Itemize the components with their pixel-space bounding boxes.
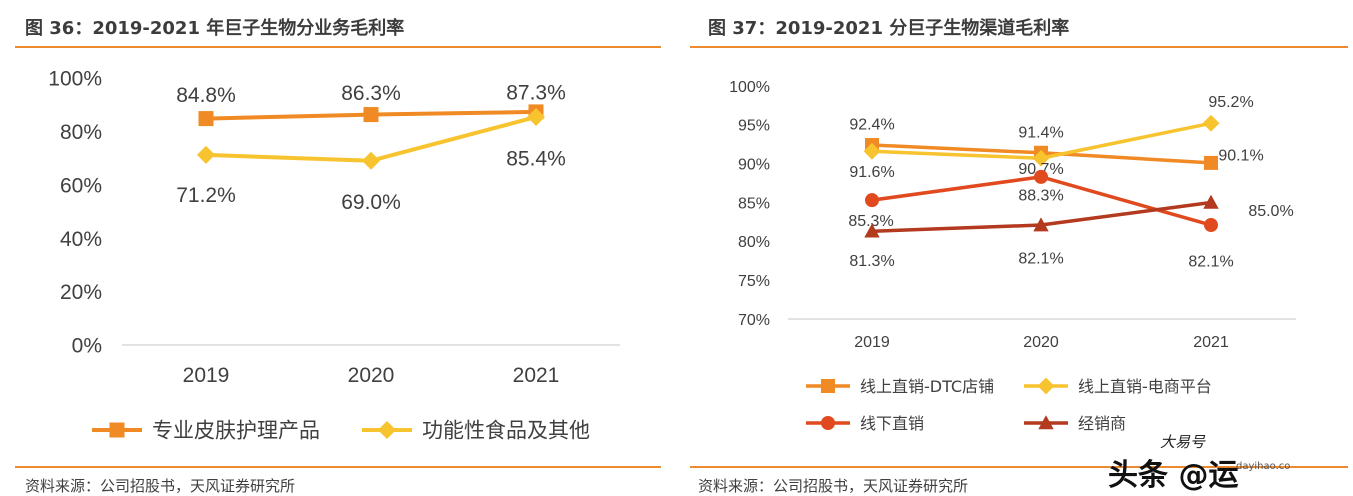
data-label: 84.8% [176, 84, 236, 107]
data-label: 69.0% [341, 191, 401, 214]
data-label: 71.2% [176, 184, 236, 207]
data-label: 85.3% [848, 213, 893, 230]
x-tick-label: 2021 [1193, 334, 1229, 351]
source-rule [15, 466, 661, 468]
y-tick-label: 20% [60, 281, 102, 304]
data-label: 95.2% [1208, 94, 1253, 111]
watermark-url: dayihao.co [1236, 461, 1291, 472]
y-tick-label: 80% [60, 121, 102, 144]
y-tick-label: 100% [729, 79, 770, 96]
data-label: 90.1% [1218, 147, 1263, 164]
x-tick-label: 2019 [183, 364, 230, 387]
data-label: 85.0% [1248, 203, 1293, 220]
y-tick-label: 85% [738, 195, 770, 212]
data-point-1-2 [1202, 114, 1220, 132]
data-label: 86.3% [341, 82, 401, 105]
figure-title: 图 36：2019-2021 年巨子生物分业务毛利率 [25, 18, 405, 39]
data-label: 82.1% [1018, 251, 1063, 268]
source-rule [690, 466, 1348, 468]
x-tick-label: 2019 [854, 334, 890, 351]
x-tick-label: 2020 [348, 364, 395, 387]
title-rule [15, 46, 661, 48]
y-tick-label: 70% [738, 312, 770, 329]
data-point-0-0 [198, 111, 214, 127]
y-tick-label: 60% [60, 174, 102, 197]
watermark-text: 头条 @运 [1108, 458, 1239, 493]
data-label: 91.4% [1018, 124, 1063, 141]
legend-marker [1038, 415, 1054, 430]
legend-label: 功能性食品及其他 [422, 419, 590, 443]
y-tick-label: 0% [72, 335, 102, 358]
figure-title: 图 37：2019-2021 分巨子生物渠道毛利率 [708, 18, 1070, 39]
x-tick-label: 2020 [1023, 334, 1059, 351]
legend-marker [821, 416, 835, 430]
watermark-overlay: 大易号 [1160, 433, 1206, 451]
data-label: 90.7% [1018, 161, 1063, 178]
y-tick-label: 75% [738, 273, 770, 290]
y-tick-label: 80% [738, 234, 770, 251]
legend-marker [109, 422, 125, 438]
chart-panel-gross-margin-by-channel: 图 37：2019-2021 分巨子生物渠道毛利率 资料来源：公司招股书，天风证… [690, 0, 1353, 496]
data-point-3-1 [1033, 217, 1049, 232]
chart-panel-gross-margin-by-business: 图 36：2019-2021 年巨子生物分业务毛利率 资料来源：公司招股书，天风… [0, 0, 664, 496]
data-point-1-0 [863, 142, 881, 160]
y-tick-label: 95% [738, 118, 770, 135]
y-tick-label: 100% [48, 68, 102, 91]
data-label: 88.3% [1018, 187, 1063, 204]
data-point-2-2 [1204, 218, 1218, 233]
legend-label: 线上直销-DTC店铺 [860, 377, 994, 396]
data-point-1-1 [1032, 149, 1050, 167]
source-note: 资料来源：公司招股书，天风证券研究所 [698, 477, 969, 495]
x-tick-label: 2021 [513, 364, 560, 387]
legend-label: 专业皮肤护理产品 [152, 419, 320, 443]
legend-label: 线下直销 [860, 414, 924, 433]
source-note: 资料来源：公司招股书，天风证券研究所 [25, 477, 296, 495]
data-point-2-0 [865, 193, 879, 208]
data-point-3-2 [1203, 194, 1219, 209]
legend-label: 经销商 [1078, 414, 1126, 433]
data-point-0-2 [1204, 155, 1218, 170]
data-label: 85.4% [506, 147, 566, 170]
title-rule [690, 46, 1348, 48]
y-tick-label: 40% [60, 228, 102, 251]
data-label: 82.1% [1188, 254, 1233, 271]
legend-marker [1037, 377, 1055, 395]
legend-label: 线上直销-电商平台 [1078, 377, 1212, 396]
data-point-3-0 [864, 223, 880, 238]
data-point-0-1 [363, 107, 379, 123]
data-point-2-1 [1034, 169, 1048, 184]
data-label: 92.4% [849, 117, 894, 134]
data-label: 91.6% [849, 164, 894, 181]
data-point-1-2 [527, 107, 545, 126]
legend-marker [378, 421, 396, 439]
legend-marker [821, 379, 835, 393]
data-label: 81.3% [849, 253, 894, 270]
data-point-1-1 [362, 151, 380, 170]
data-label: 87.3% [506, 81, 566, 104]
data-point-1-0 [197, 145, 215, 164]
y-tick-label: 90% [738, 156, 770, 173]
